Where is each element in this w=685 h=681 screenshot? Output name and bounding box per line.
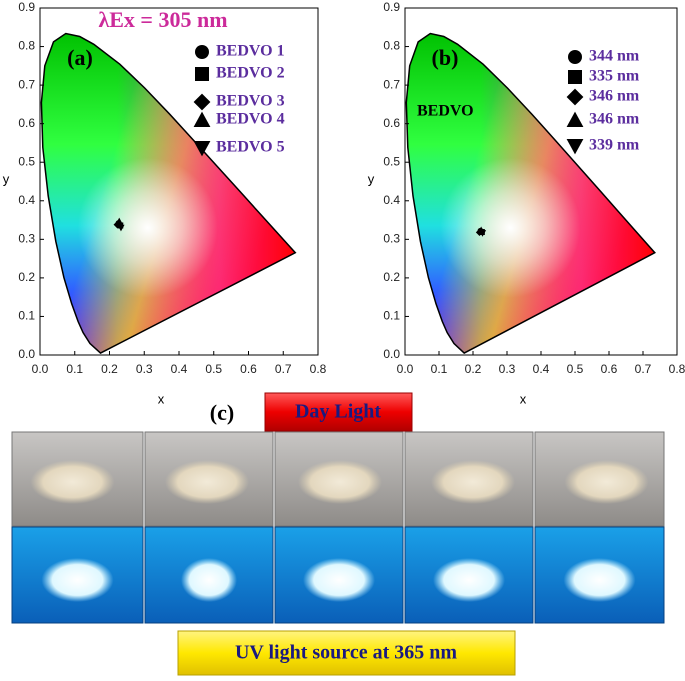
legend-marker — [195, 67, 209, 81]
legend-label: BEDVO 1 — [216, 43, 285, 60]
legend-label: 335 nm — [589, 68, 640, 85]
legend-label: 346 nm — [589, 88, 640, 105]
powder — [298, 460, 382, 504]
legend-label: BEDVO 2 — [216, 65, 285, 82]
uv-light-label: UV light source at 365 nm — [235, 642, 457, 664]
x-tick-label: 0.0 — [397, 362, 414, 376]
x-tick-label: 0.4 — [171, 362, 188, 376]
glowing-powder — [303, 558, 375, 602]
y-tick-label: 0.1 — [383, 309, 400, 323]
x-tick-label: 0.0 — [32, 362, 49, 376]
data-point — [115, 217, 123, 225]
y-tick-label: 0.2 — [18, 270, 35, 284]
chart-title: λEx = 305 nm — [98, 7, 227, 32]
spectral-locus — [40, 32, 297, 355]
y-tick-label: 0.9 — [18, 0, 35, 14]
data-point — [478, 230, 487, 237]
legend-label: BEDVO 3 — [216, 93, 285, 110]
x-tick-label: 0.4 — [533, 362, 550, 376]
x-axis-label: x — [520, 391, 527, 406]
panel-label: (c) — [210, 400, 234, 425]
y-tick-label: 0.3 — [18, 232, 35, 246]
glowing-powder — [41, 558, 114, 602]
panel-label: (b) — [432, 45, 459, 70]
powder — [431, 460, 515, 504]
y-tick-label: 0.1 — [18, 309, 35, 323]
photo-panel — [11, 431, 665, 624]
x-tick-label: 0.5 — [567, 362, 584, 376]
white-point — [77, 157, 218, 298]
x-tick-label: 0.6 — [240, 362, 257, 376]
legend-marker — [193, 111, 211, 127]
spectral-locus — [405, 32, 656, 355]
legend-label: 346 nm — [589, 111, 640, 128]
legend-marker — [568, 70, 582, 84]
y-tick-label: 0.3 — [383, 232, 400, 246]
x-tick-label: 0.6 — [601, 362, 618, 376]
x-tick-label: 0.7 — [275, 362, 292, 376]
day-light-label: Day Light — [295, 401, 381, 423]
powder — [165, 460, 249, 504]
legend-marker — [566, 88, 584, 106]
legend-marker — [193, 141, 211, 157]
glowing-powder — [563, 558, 636, 602]
legend-label: 339 nm — [589, 137, 640, 154]
y-tick-label: 0.9 — [383, 0, 400, 14]
legend-marker — [566, 111, 584, 127]
legend-marker — [568, 50, 582, 64]
x-tick-label: 0.8 — [669, 362, 685, 376]
panel-label: (a) — [67, 45, 93, 70]
annotation: BEDVO — [417, 103, 474, 120]
y-tick-label: 0.5 — [383, 154, 400, 168]
legend-marker — [193, 93, 211, 111]
y-tick-label: 0.4 — [18, 193, 35, 207]
y-tick-label: 0.7 — [383, 77, 400, 91]
x-tick-label: 0.3 — [136, 362, 153, 376]
y-tick-label: 0.2 — [383, 270, 400, 284]
y-tick-label: 0.4 — [383, 193, 400, 207]
y-tick-label: 0.8 — [18, 39, 35, 53]
x-tick-label: 0.8 — [310, 362, 327, 376]
x-tick-label: 0.1 — [66, 362, 83, 376]
x-axis-label: x — [158, 391, 165, 406]
y-tick-label: 0.6 — [18, 116, 35, 130]
x-tick-label: 0.1 — [431, 362, 448, 376]
powder — [30, 460, 115, 504]
x-tick-label: 0.2 — [465, 362, 482, 376]
x-tick-label: 0.5 — [205, 362, 222, 376]
x-tick-label: 0.3 — [499, 362, 516, 376]
y-tick-label: 0.6 — [383, 116, 400, 130]
y-tick-label: 0.0 — [18, 347, 35, 361]
legend-label: BEDVO 5 — [216, 139, 285, 156]
y-tick-label: 0.7 — [18, 77, 35, 91]
legend-marker — [195, 45, 209, 59]
glowing-powder — [181, 558, 237, 602]
glowing-powder — [433, 558, 505, 602]
x-tick-label: 0.2 — [101, 362, 118, 376]
y-tick-label: 0.8 — [383, 39, 400, 53]
powder — [564, 460, 649, 504]
y-tick-label: 0.5 — [18, 154, 35, 168]
legend-label: BEDVO 4 — [216, 111, 285, 128]
legend-marker — [566, 139, 584, 155]
white-point — [440, 157, 581, 298]
y-axis-label: y — [368, 171, 375, 186]
y-axis-label: y — [3, 171, 10, 186]
day-light-box — [264, 392, 413, 432]
legend-label: 344 nm — [589, 48, 640, 65]
x-tick-label: 0.7 — [635, 362, 652, 376]
data-point — [117, 224, 125, 232]
y-tick-label: 0.0 — [383, 347, 400, 361]
uv-light-box — [177, 630, 516, 676]
